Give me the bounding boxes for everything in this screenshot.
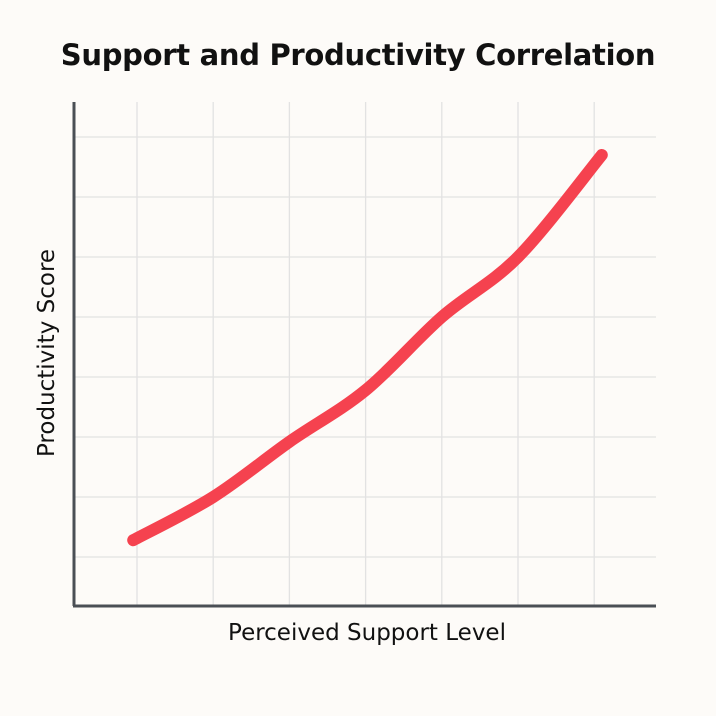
y-axis-label: Productivity Score (34, 248, 60, 458)
x-axis-label: Perceived Support Level (228, 620, 506, 646)
grid-lines (75, 102, 656, 605)
series-line (127, 149, 608, 547)
chart-title: Support and Productivity Correlation (60, 38, 656, 72)
